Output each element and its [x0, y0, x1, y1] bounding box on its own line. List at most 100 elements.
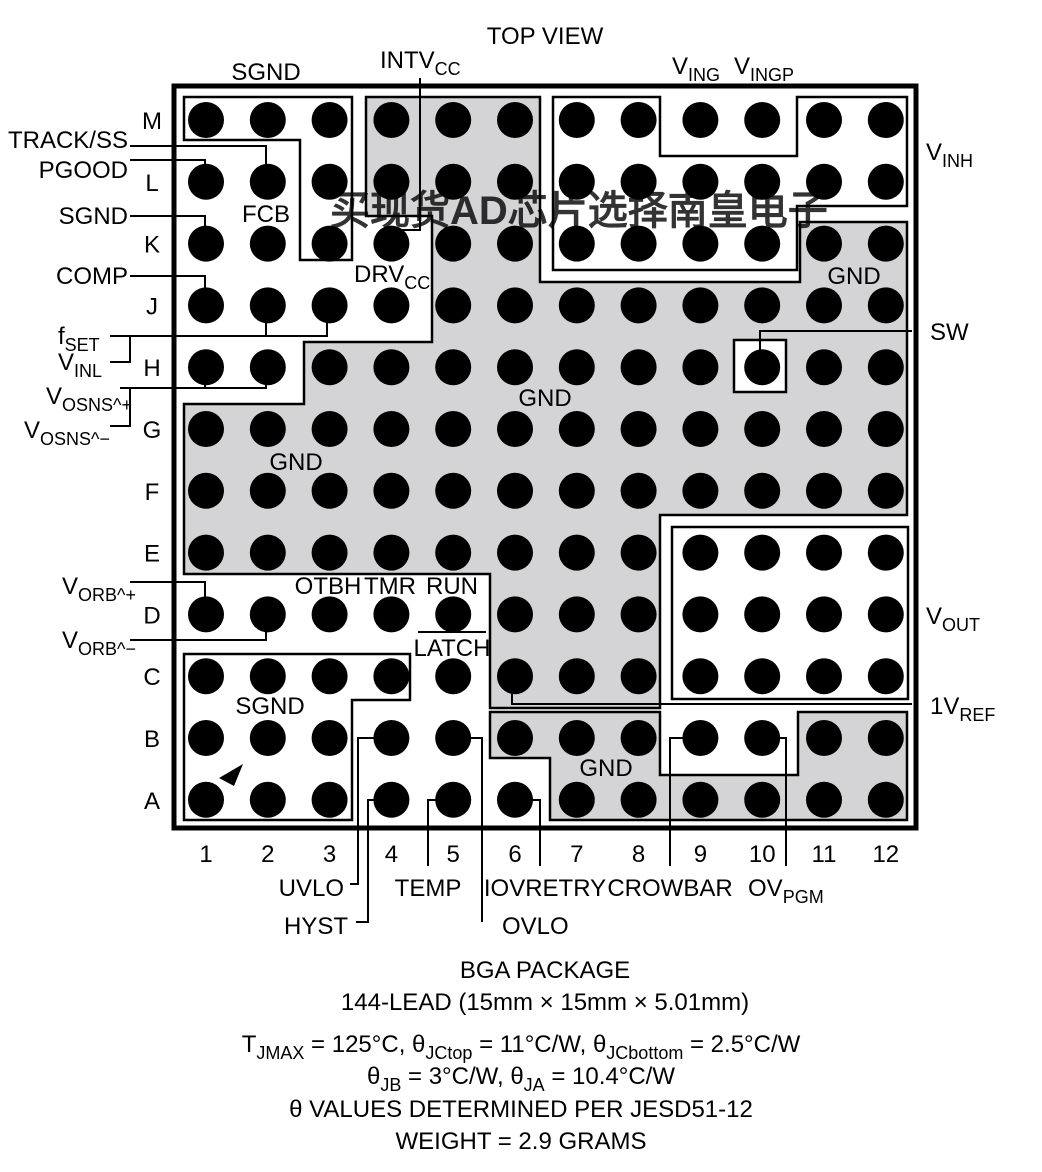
- ball-J8: [620, 287, 657, 324]
- label-vout: VOUT​: [926, 603, 980, 635]
- ball-D5: [435, 596, 472, 633]
- package-name: BGA PACKAGE: [460, 957, 630, 984]
- row-label: A: [144, 788, 160, 815]
- ball-A8: [620, 781, 657, 818]
- label-comp: COMP: [56, 263, 128, 290]
- column-label: 4: [385, 841, 398, 868]
- ball-D11: [806, 596, 842, 633]
- ball-B2: [249, 720, 286, 756]
- label-latch: LATCH: [414, 635, 491, 662]
- ball-L1: [188, 163, 224, 200]
- ball-A9: [682, 781, 719, 818]
- label-vingp: VINGP​: [734, 53, 794, 85]
- column-label: 10: [749, 841, 776, 868]
- ball-E5: [435, 534, 472, 571]
- column-label: 6: [508, 841, 521, 868]
- solder-ball-grid: [188, 102, 904, 818]
- ball-M3: [311, 102, 348, 138]
- ball-G1: [188, 411, 224, 447]
- ball-C12: [867, 658, 904, 695]
- ball-G7: [558, 411, 595, 447]
- ball-K1: [188, 225, 224, 262]
- ball-M5: [435, 102, 472, 138]
- ball-B8: [620, 720, 657, 756]
- ball-C10: [744, 658, 781, 695]
- ball-H9: [682, 349, 719, 386]
- pin1-triangle-icon: [219, 764, 243, 786]
- ball-C9: [682, 658, 719, 695]
- ball-L9: [682, 163, 719, 200]
- ball-A10: [744, 781, 781, 818]
- leader-lines: [110, 78, 912, 923]
- ball-D7: [558, 596, 595, 633]
- ball-C4: [373, 658, 410, 695]
- ball-M10: [744, 102, 781, 138]
- ball-M1: [188, 102, 224, 138]
- label-sgnd-left: SGND: [59, 203, 128, 230]
- ball-K3: [311, 225, 348, 262]
- ball-L5: [435, 163, 472, 200]
- column-label: 3: [323, 841, 336, 868]
- ball-J6: [497, 287, 533, 324]
- ball-L11: [806, 163, 842, 200]
- ball-E6: [497, 534, 533, 571]
- label-pgood: PGOOD: [39, 157, 128, 184]
- label-vosns-plus: VOSNS^+​: [46, 383, 132, 415]
- ball-J7: [558, 287, 595, 324]
- ball-C2: [249, 658, 286, 695]
- ball-F9: [682, 472, 719, 509]
- ball-E10: [744, 534, 781, 571]
- ball-F11: [806, 472, 842, 509]
- ball-J11: [806, 287, 842, 324]
- column-labels: 1 2 3 4 5 6 7 8 9 10 11 12: [199, 841, 899, 868]
- ball-E4: [373, 534, 410, 571]
- ball-D6: [497, 596, 533, 633]
- ball-M9: [682, 102, 719, 138]
- ball-E9: [682, 534, 719, 571]
- column-label: 1: [199, 841, 212, 868]
- label-ving: VING​: [672, 53, 720, 85]
- ball-L8: [620, 163, 657, 200]
- ball-A12: [867, 781, 904, 818]
- row-label: M: [142, 108, 162, 135]
- ball-B6: [497, 720, 533, 756]
- ball-E1: [188, 534, 224, 571]
- ball-K8: [620, 225, 657, 262]
- ball-J3: [311, 287, 348, 324]
- column-label: 5: [447, 841, 460, 868]
- ball-J2: [249, 287, 286, 324]
- column-label: 2: [261, 841, 274, 868]
- column-label: 8: [632, 841, 645, 868]
- row-label: L: [145, 170, 158, 197]
- ball-B1: [188, 720, 224, 756]
- label-vorb-minus: VORB^−​: [62, 627, 136, 659]
- package-jedec: θ VALUES DETERMINED PER JESD51-12: [289, 1096, 753, 1123]
- label-run: RUN: [426, 573, 478, 600]
- row-label: J: [146, 293, 158, 320]
- label-vosns-minus: VOSNS^−​: [24, 417, 110, 449]
- ball-L2: [249, 163, 286, 200]
- ball-E3: [311, 534, 348, 571]
- ball-G12: [867, 411, 904, 447]
- label-vinh: VINH​: [926, 139, 973, 171]
- ball-D4: [373, 596, 410, 633]
- ball-J4: [373, 287, 410, 324]
- row-label: C: [143, 664, 160, 691]
- ball-L7: [558, 163, 595, 200]
- ball-H7: [558, 349, 595, 386]
- ball-E12: [867, 534, 904, 571]
- label-ovpgm: OVPGM​: [748, 875, 824, 907]
- label-otbh: OTBH: [295, 573, 362, 600]
- ball-G2: [249, 411, 286, 447]
- ball-M8: [620, 102, 657, 138]
- ball-K6: [497, 225, 533, 262]
- ball-F6: [497, 472, 533, 509]
- sgnd-region-bottom: [182, 652, 412, 822]
- ball-A5: [435, 781, 472, 818]
- row-label: B: [144, 726, 160, 753]
- ball-M2: [249, 102, 286, 138]
- label-sw: SW: [930, 319, 969, 346]
- ball-M7: [558, 102, 595, 138]
- ball-F12: [867, 472, 904, 509]
